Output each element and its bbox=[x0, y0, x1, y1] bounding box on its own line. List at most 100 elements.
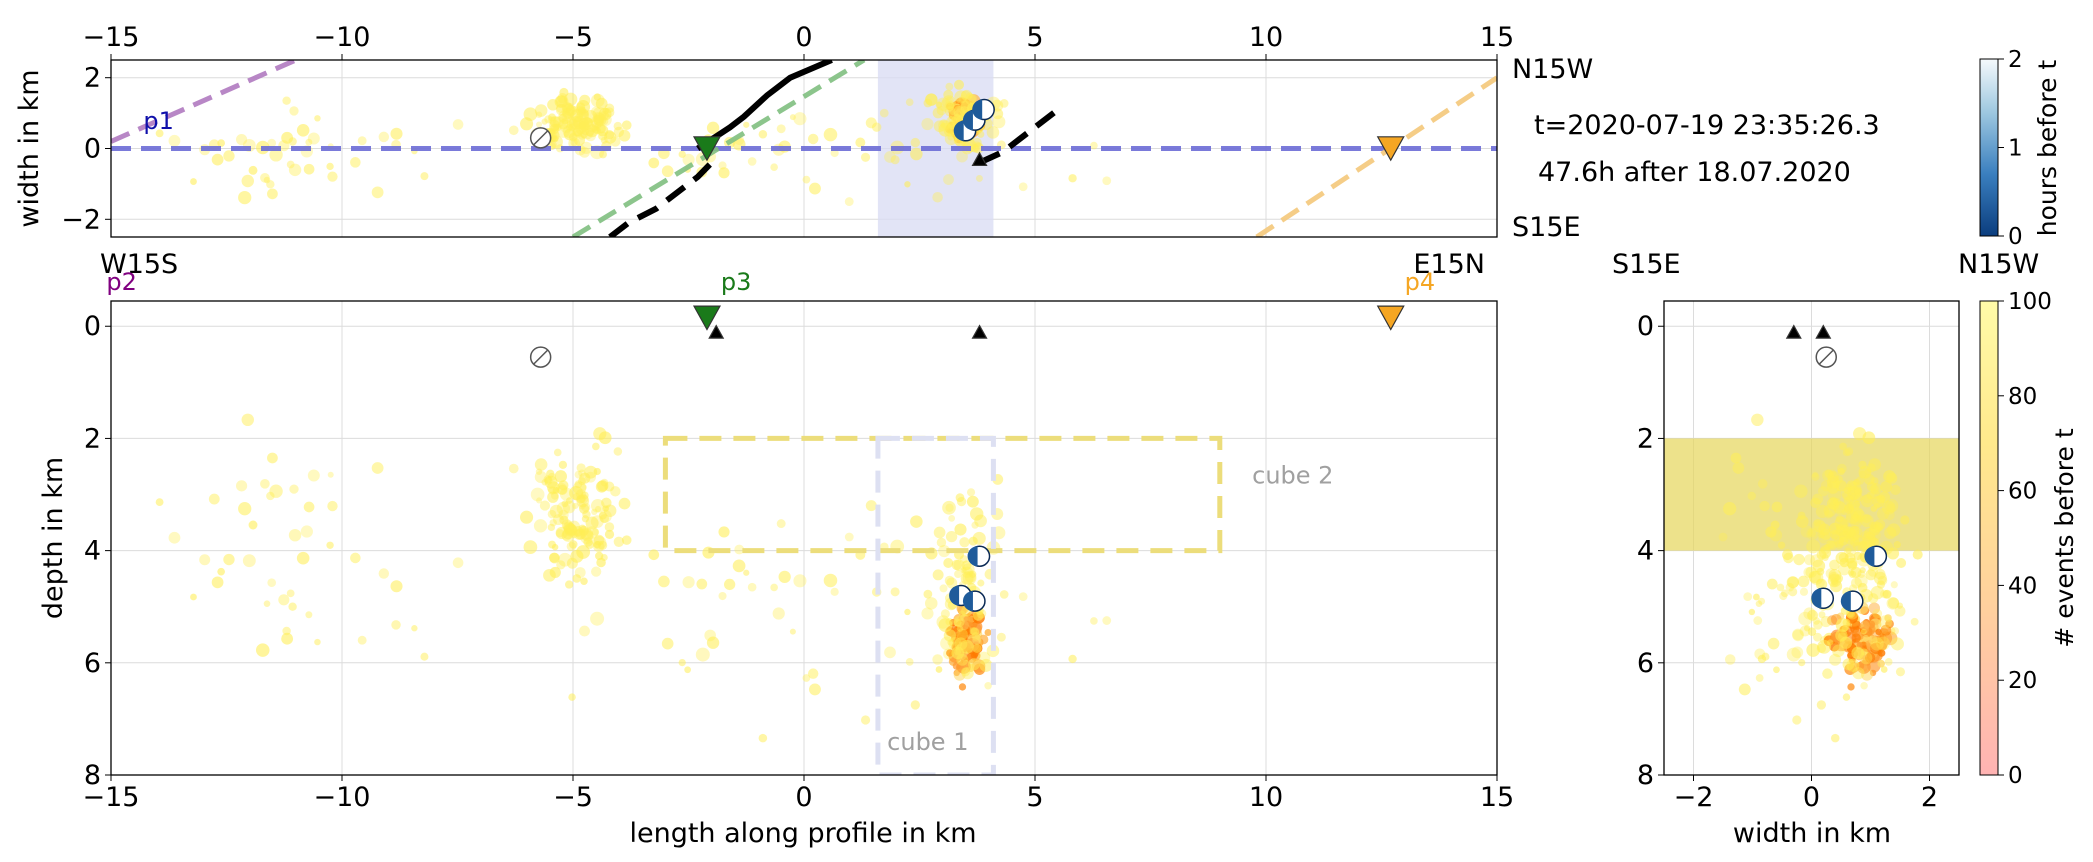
event-dot bbox=[307, 132, 320, 145]
event-dot bbox=[327, 471, 334, 478]
event-dot bbox=[578, 524, 587, 533]
station-p4 bbox=[1376, 136, 1405, 162]
station-label-p3: p3 bbox=[721, 268, 752, 296]
event-dot bbox=[1840, 524, 1849, 533]
width-depth-band bbox=[1664, 438, 1959, 551]
event-dot bbox=[802, 175, 811, 184]
station-label-p4: p4 bbox=[1405, 268, 1436, 296]
map-xtick-label: −5 bbox=[553, 22, 593, 53]
event-dot bbox=[1068, 654, 1077, 664]
event-dot bbox=[1878, 615, 1893, 629]
event-dot bbox=[534, 470, 547, 484]
event-dot bbox=[618, 129, 631, 142]
event-dot bbox=[1862, 634, 1870, 642]
station-marker-0 bbox=[692, 305, 721, 331]
event-dot bbox=[390, 127, 403, 140]
event-dot bbox=[706, 121, 720, 135]
event-dot bbox=[300, 525, 313, 538]
map-north-label: N15W bbox=[1512, 54, 1593, 85]
event-dot bbox=[1859, 620, 1870, 631]
colorbar-events-gradient bbox=[1979, 300, 1999, 776]
event-dot bbox=[1822, 668, 1833, 679]
event-dot bbox=[1826, 481, 1840, 494]
event-dot bbox=[550, 491, 559, 500]
event-dot bbox=[879, 108, 889, 118]
event-dot bbox=[696, 578, 708, 590]
event-dot bbox=[554, 470, 567, 483]
event-dot bbox=[1102, 616, 1112, 625]
event-dot bbox=[267, 138, 277, 148]
event-dot bbox=[1890, 581, 1898, 589]
event-dot bbox=[1068, 174, 1077, 183]
event-dot bbox=[1743, 592, 1753, 602]
event-dot bbox=[570, 549, 584, 563]
event-dot bbox=[1794, 484, 1808, 498]
event-dot bbox=[1851, 646, 1865, 660]
event-dot bbox=[977, 579, 985, 587]
event-dot bbox=[1866, 463, 1876, 473]
event-dot bbox=[1785, 582, 1795, 592]
event-dot bbox=[1845, 535, 1856, 545]
event-dot bbox=[936, 615, 950, 629]
depth-ytick-label: 6 bbox=[84, 648, 101, 679]
event-dot bbox=[1846, 480, 1857, 491]
event-dot bbox=[592, 442, 600, 451]
event-dot bbox=[570, 109, 584, 123]
event-dot bbox=[1718, 532, 1728, 542]
event-dot bbox=[966, 92, 973, 99]
event-dot bbox=[595, 480, 608, 493]
event-dot bbox=[357, 136, 367, 146]
event-dot bbox=[548, 116, 557, 125]
event-dot bbox=[1884, 614, 1892, 622]
event-dot bbox=[960, 100, 970, 110]
event-dot bbox=[558, 509, 569, 521]
event-dot bbox=[961, 667, 974, 680]
event-dot bbox=[1862, 431, 1876, 445]
event-dot bbox=[555, 483, 568, 495]
event-dot bbox=[593, 111, 605, 124]
event-dot bbox=[286, 589, 295, 598]
event-dot bbox=[718, 161, 727, 170]
event-dot bbox=[1838, 536, 1848, 546]
event-dot bbox=[972, 609, 984, 621]
event-dot bbox=[217, 139, 225, 147]
event-dot bbox=[865, 117, 877, 129]
event-dot bbox=[598, 431, 612, 445]
event-dot bbox=[327, 171, 338, 182]
event-dot bbox=[598, 107, 612, 121]
width-left-label: S15E bbox=[1612, 249, 1681, 280]
event-dot bbox=[1757, 654, 1767, 664]
event-dot bbox=[808, 683, 821, 696]
focal-mechanism-fill bbox=[962, 110, 973, 131]
event-dot bbox=[371, 462, 384, 474]
event-dot bbox=[591, 508, 598, 516]
event-dot bbox=[580, 483, 587, 491]
event-dot bbox=[1879, 642, 1887, 651]
event-dot bbox=[1819, 546, 1832, 559]
depth-x-axis-label: length along profile in km bbox=[629, 818, 976, 849]
event-dot bbox=[1886, 597, 1900, 610]
event-dot bbox=[758, 129, 768, 139]
event-dot bbox=[961, 560, 972, 571]
event-dot bbox=[1806, 643, 1820, 657]
event-dot bbox=[678, 150, 686, 159]
colorbar-tick-label: 40 bbox=[2008, 573, 2037, 599]
map-xtick-label: 5 bbox=[1026, 22, 1043, 53]
event-dot bbox=[155, 129, 164, 138]
event-dot bbox=[904, 181, 911, 188]
event-dot bbox=[1827, 573, 1842, 588]
event-dot bbox=[1884, 509, 1895, 521]
event-dot bbox=[923, 589, 933, 599]
event-dot bbox=[890, 155, 900, 165]
event-dot bbox=[959, 537, 970, 548]
event-dot bbox=[592, 107, 607, 121]
event-dot bbox=[961, 566, 973, 578]
event-dot bbox=[1723, 502, 1737, 516]
event-dot bbox=[1865, 569, 1877, 581]
map-xtick-label: 10 bbox=[1249, 22, 1283, 53]
map-markers bbox=[529, 98, 1405, 167]
focal-mechanism-fill bbox=[1864, 546, 1875, 567]
event-dot bbox=[1870, 483, 1882, 495]
event-dot bbox=[1753, 593, 1760, 601]
event-dot bbox=[956, 660, 971, 674]
